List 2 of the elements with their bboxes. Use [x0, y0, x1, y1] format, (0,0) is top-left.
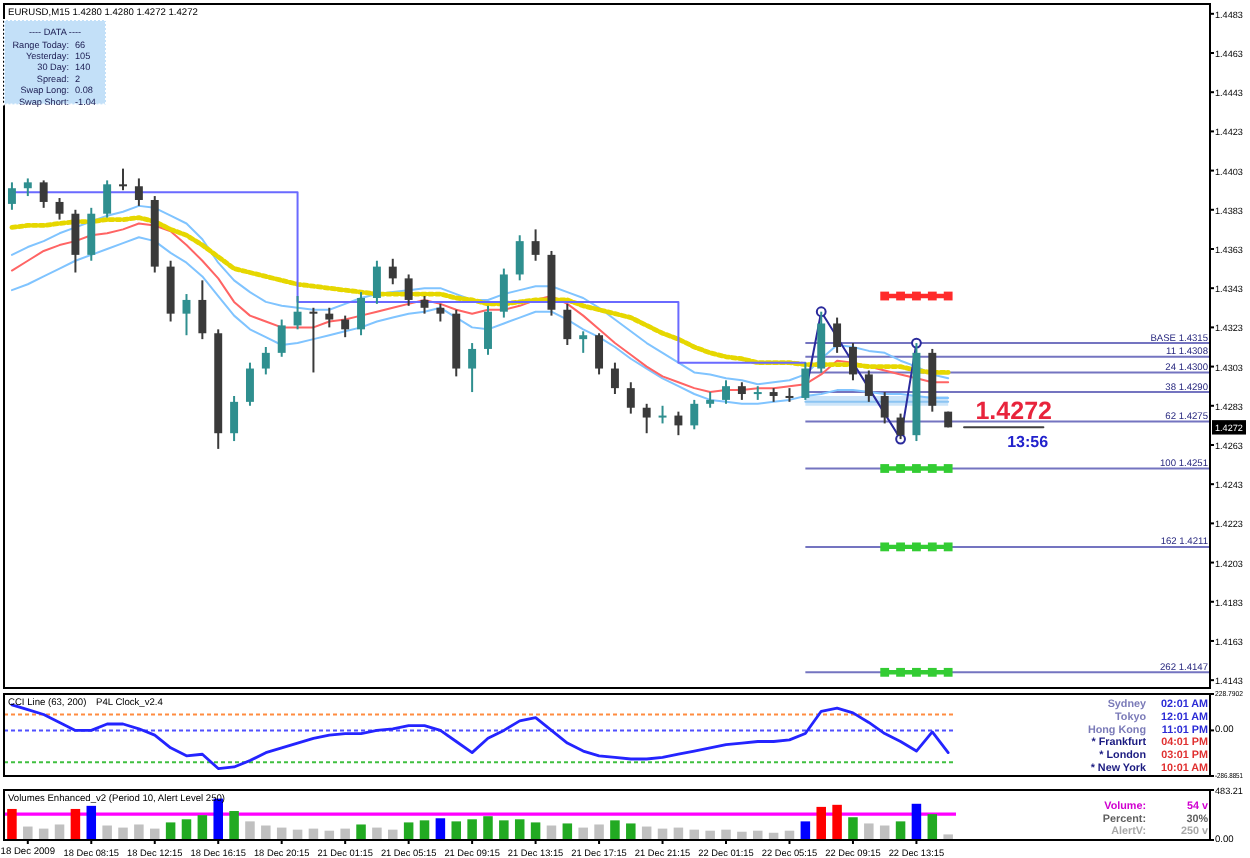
annotation: 13:56 — [1007, 433, 1050, 452]
annotation: 1.4272 — [975, 397, 1053, 426]
